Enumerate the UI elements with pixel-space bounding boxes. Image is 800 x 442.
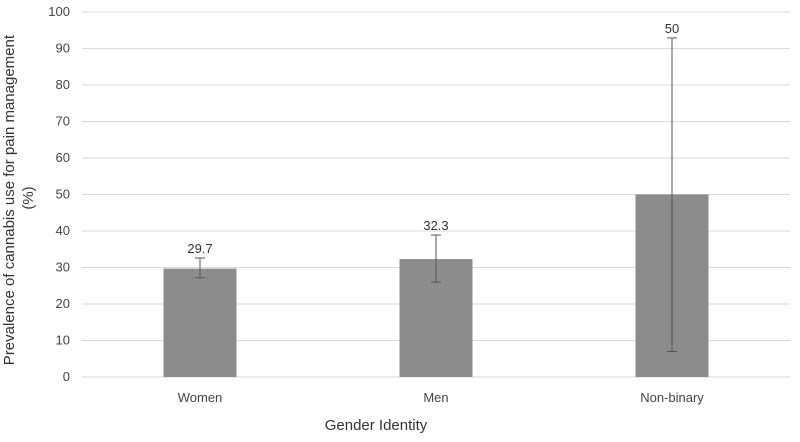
y-axis-title-line-2: (%) [20, 186, 37, 209]
y-tick-label: 20 [56, 296, 70, 311]
y-axis-title-line-1: Prevalence of cannabis use for pain mana… [1, 34, 18, 365]
data-label: 29.7 [187, 241, 212, 256]
y-tick-label: 70 [56, 114, 70, 129]
bar [163, 268, 237, 377]
y-tick-label: 60 [56, 150, 70, 165]
y-axis-ticks: 0 10 20 30 40 50 60 70 80 90 100 [48, 4, 70, 384]
y-tick-label: 80 [56, 77, 70, 92]
y-tick-label: 0 [63, 369, 70, 384]
y-tick-label: 40 [56, 223, 70, 238]
x-tick-label: Non-binary [640, 390, 704, 405]
x-axis-ticks: Women Men Non-binary [178, 390, 705, 405]
y-tick-label: 90 [56, 41, 70, 56]
y-tick-label: 10 [56, 333, 70, 348]
data-label: 32.3 [423, 218, 448, 233]
data-label: 50 [665, 21, 679, 36]
error-bars [195, 37, 677, 352]
y-axis-title: Prevalence of cannabis use for pain mana… [1, 31, 37, 365]
y-tick-label: 100 [48, 4, 70, 19]
data-labels: 29.7 32.3 50 [187, 21, 679, 256]
x-tick-label: Women [178, 390, 223, 405]
y-tick-label: 30 [56, 260, 70, 275]
x-tick-label: Men [423, 390, 448, 405]
x-axis-title: Gender Identity [325, 417, 428, 434]
y-tick-label: 50 [56, 187, 70, 202]
